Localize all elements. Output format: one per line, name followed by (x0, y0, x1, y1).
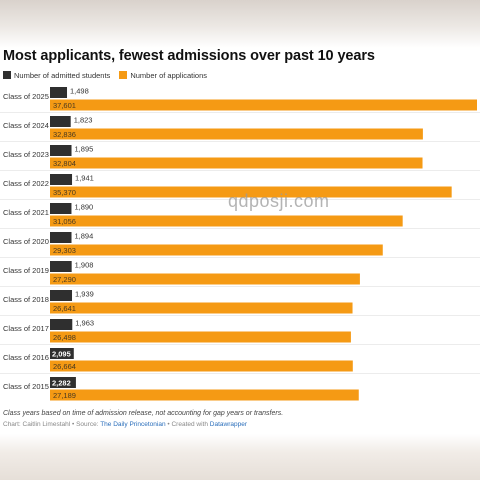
value-label-applications: 35,370 (53, 188, 76, 197)
bar-admitted (50, 348, 74, 359)
chart-credit: Chart: Caitlin Limestahl • Source: The D… (3, 421, 247, 428)
bar-applications (50, 215, 403, 227)
credit-tool-link[interactable]: Datawrapper (209, 421, 247, 428)
category-label: Class of 2024 (3, 121, 49, 130)
category-label: Class of 2020 (3, 237, 49, 246)
bar-admitted (50, 174, 73, 185)
legend-swatch-admitted (3, 71, 11, 79)
bar-admitted (50, 377, 76, 388)
value-label-admitted: 1,941 (75, 174, 94, 183)
legend-label-applications: Number of applications (130, 70, 208, 80)
value-label-applications: 27,189 (53, 391, 76, 400)
bar-chart: Class of 2025 1,498 37,601 Class of 2024 1,8… (0, 87, 480, 401)
bar-admitted (50, 261, 72, 272)
watermark: qdposji.com (228, 191, 330, 211)
legend-swatch-applications (119, 71, 128, 79)
credit-author: Chart: Caitlin Limestahl (3, 421, 71, 428)
category-label: Class of 2021 (3, 208, 49, 217)
value-label-applications: 37,601 (53, 101, 76, 110)
bar-applications (50, 186, 452, 198)
category-label: Class of 2023 (3, 150, 49, 159)
bar-applications (50, 360, 353, 372)
legend-item-applications: Number of applications (119, 71, 207, 80)
legend-label-admitted: Number of admitted students (14, 70, 111, 80)
bar-admitted (50, 290, 73, 301)
bar-applications (50, 389, 359, 401)
value-label-admitted: 1,939 (75, 290, 94, 299)
value-label-admitted: 1,908 (75, 261, 94, 270)
category-label: Class of 2019 (3, 266, 49, 275)
bar-applications (50, 273, 360, 285)
chart-title: Most applicants, fewest admissions over … (3, 48, 375, 64)
blurred-background-top (0, 0, 480, 48)
value-label-admitted: 1,823 (74, 116, 93, 125)
legend: Number of admitted students Number of ap… (3, 69, 216, 81)
category-label: Class of 2016 (3, 353, 49, 362)
value-label-admitted: 1,895 (75, 145, 94, 154)
bar-applications (50, 157, 423, 169)
category-label: Class of 2025 (3, 92, 49, 101)
bar-applications (50, 128, 423, 140)
value-label-admitted: 2,282 (52, 379, 71, 388)
value-label-admitted: 1,894 (75, 232, 94, 241)
value-label-applications: 32,804 (53, 159, 76, 168)
bar-admitted (50, 319, 73, 330)
bar-admitted (50, 203, 72, 214)
credit-source-link[interactable]: The Daily Princetonian (100, 421, 166, 428)
value-label-admitted: 1,498 (70, 87, 89, 96)
credit-sep-tool: • Created with (165, 421, 210, 428)
bar-applications (50, 331, 351, 343)
value-label-admitted: 1,890 (74, 203, 93, 212)
category-label: Class of 2022 (3, 179, 49, 188)
category-label: Class of 2015 (3, 382, 49, 391)
credit-sep-source: • Source: (70, 421, 101, 428)
legend-item-admitted: Number of admitted students (3, 71, 110, 80)
value-label-applications: 32,836 (53, 130, 76, 139)
bar-admitted (50, 116, 71, 127)
blurred-background-bottom (0, 434, 480, 480)
bar-admitted (50, 87, 68, 98)
bar-admitted (50, 232, 72, 243)
category-label: Class of 2017 (3, 324, 49, 333)
bar-applications (50, 99, 477, 111)
bar-admitted (50, 145, 72, 156)
value-label-applications: 31,056 (53, 217, 76, 226)
value-label-applications: 26,498 (53, 333, 76, 342)
value-label-admitted: 2,095 (52, 350, 71, 359)
value-label-applications: 26,641 (53, 304, 76, 313)
bar-applications (50, 302, 353, 314)
value-label-applications: 26,664 (53, 362, 76, 371)
value-label-admitted: 1,963 (75, 319, 94, 328)
category-label: Class of 2018 (3, 295, 49, 304)
bar-applications (50, 244, 383, 256)
value-label-applications: 29,303 (53, 246, 76, 255)
value-label-applications: 27,290 (53, 275, 76, 284)
chart-note: Class years based on time of admission r… (3, 410, 284, 417)
